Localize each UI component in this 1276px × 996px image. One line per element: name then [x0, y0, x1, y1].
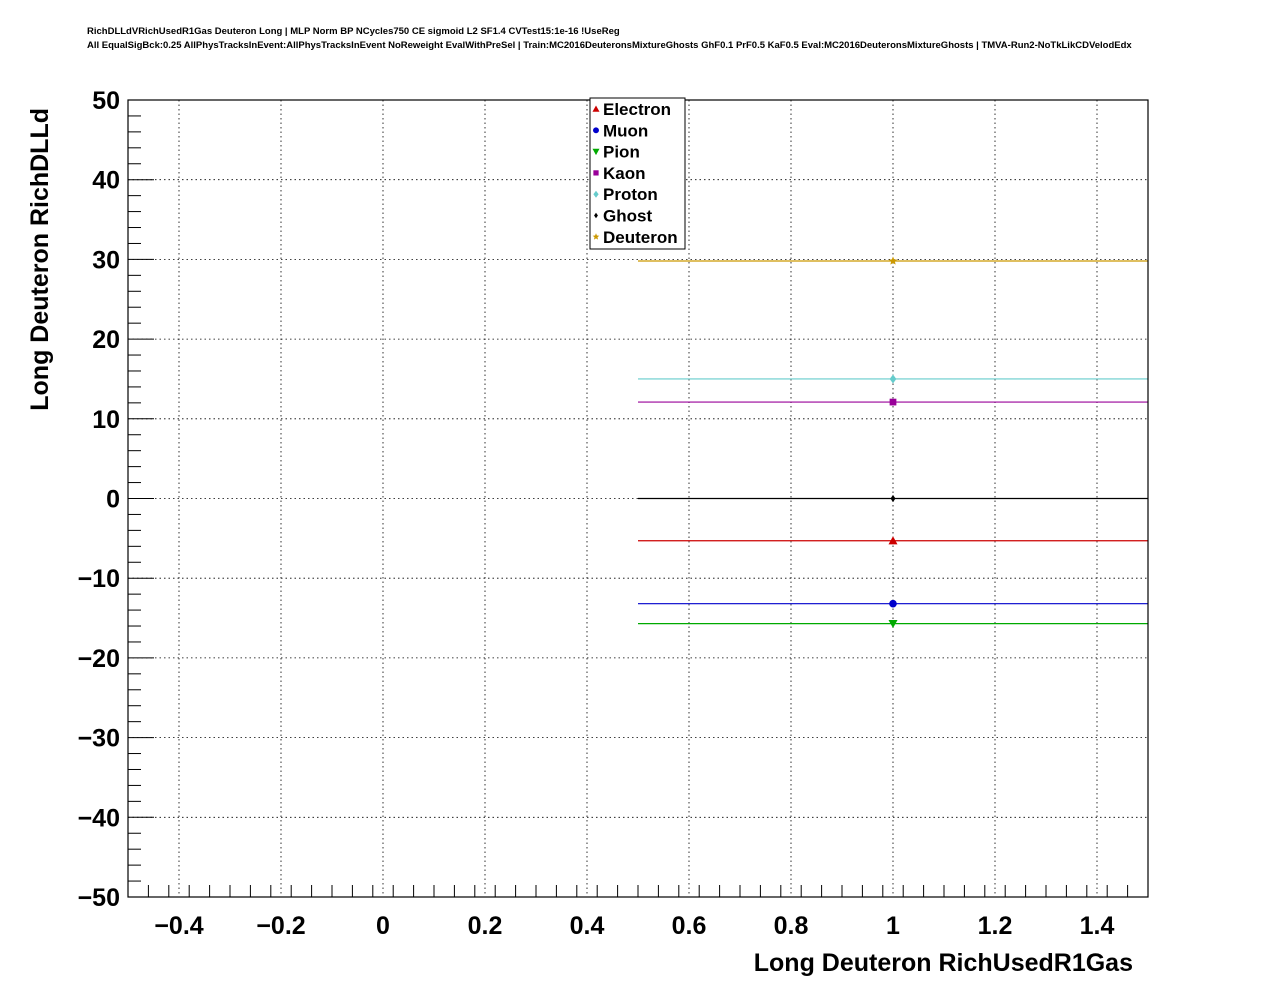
y-tick-label: 20 [92, 326, 120, 354]
y-tick-label: 0 [106, 486, 120, 514]
legend-box [589, 97, 686, 250]
legend-marker-ghost [594, 212, 598, 219]
data-series [638, 256, 1148, 629]
point-kaon [889, 398, 897, 406]
y-tick-label: 40 [92, 167, 120, 195]
series-ghost [638, 494, 1148, 503]
legend-label-muon: Muon [603, 121, 648, 140]
point-muon [889, 599, 897, 608]
legend-label-kaon: Kaon [603, 164, 646, 183]
point-electron [888, 536, 898, 545]
y-tick-label: 10 [92, 406, 120, 434]
y-tick-label: −30 [78, 725, 120, 753]
legend-marker-kaon [593, 170, 599, 176]
series-proton [638, 374, 1148, 384]
axis-ticks [127, 99, 1149, 898]
legend-marker-pion [592, 148, 600, 156]
y-tick-label: −20 [78, 645, 120, 673]
point-ghost [890, 494, 896, 503]
legend-marker-muon [593, 127, 599, 134]
y-tick-label: −10 [78, 565, 120, 593]
x-tick-label: 0 [376, 912, 390, 940]
y-tick-label: −40 [78, 804, 120, 832]
series-deuteron [638, 256, 1148, 265]
y-tick-labels: −50 −40 −30 −20 −10 0 10 20 30 40 50 [78, 87, 120, 912]
point-pion [888, 620, 898, 629]
legend-label-proton: Proton [603, 185, 658, 204]
legend-marker-proton [593, 190, 599, 198]
y-tick-label: 30 [92, 246, 120, 274]
legend-label-deuteron: Deuteron [603, 228, 678, 247]
x-tick-label: 0.8 [774, 912, 809, 940]
y-tick-label: −50 [78, 884, 120, 912]
x-tick-label: 1 [886, 912, 900, 940]
series-kaon [638, 398, 1148, 406]
chart-title-line-1: RichDLLdVRichUsedR1Gas Deuteron Long | M… [87, 26, 620, 37]
x-axis-title: Long Deuteron RichUsedR1Gas [754, 949, 1133, 977]
y-axis-title: Long Deuteron RichDLLd [26, 108, 54, 411]
legend-marker-deuteron [592, 233, 600, 240]
x-tick-label: 0.4 [570, 912, 605, 940]
series-pion [638, 620, 1148, 629]
x-tick-label: 1.4 [1080, 912, 1115, 940]
point-deuteron [888, 256, 898, 265]
x-tick-label: −0.2 [256, 912, 305, 940]
x-tick-label: 0.2 [468, 912, 503, 940]
legend-label-electron: Electron [603, 100, 671, 119]
x-tick-label: 1.2 [978, 912, 1013, 940]
x-tick-labels: −0.4 −0.2 0 0.2 0.4 0.6 0.8 1 1.2 1.4 [154, 912, 1114, 940]
series-muon [638, 599, 1148, 608]
chart-title-line-2: All EqualSigBck:0.25 AllPhysTracksInEven… [87, 40, 1132, 51]
legend: Electron Muon Pion Kaon Proton Ghost Deuteron [589, 97, 686, 250]
point-proton [889, 374, 897, 384]
series-electron [638, 536, 1148, 545]
x-tick-label: −0.4 [154, 912, 203, 940]
legend-label-pion: Pion [603, 143, 640, 162]
x-tick-label: 0.6 [672, 912, 707, 940]
legend-marker-electron [592, 105, 600, 112]
legend-label-ghost: Ghost [603, 207, 652, 226]
y-tick-label: 50 [92, 87, 120, 115]
